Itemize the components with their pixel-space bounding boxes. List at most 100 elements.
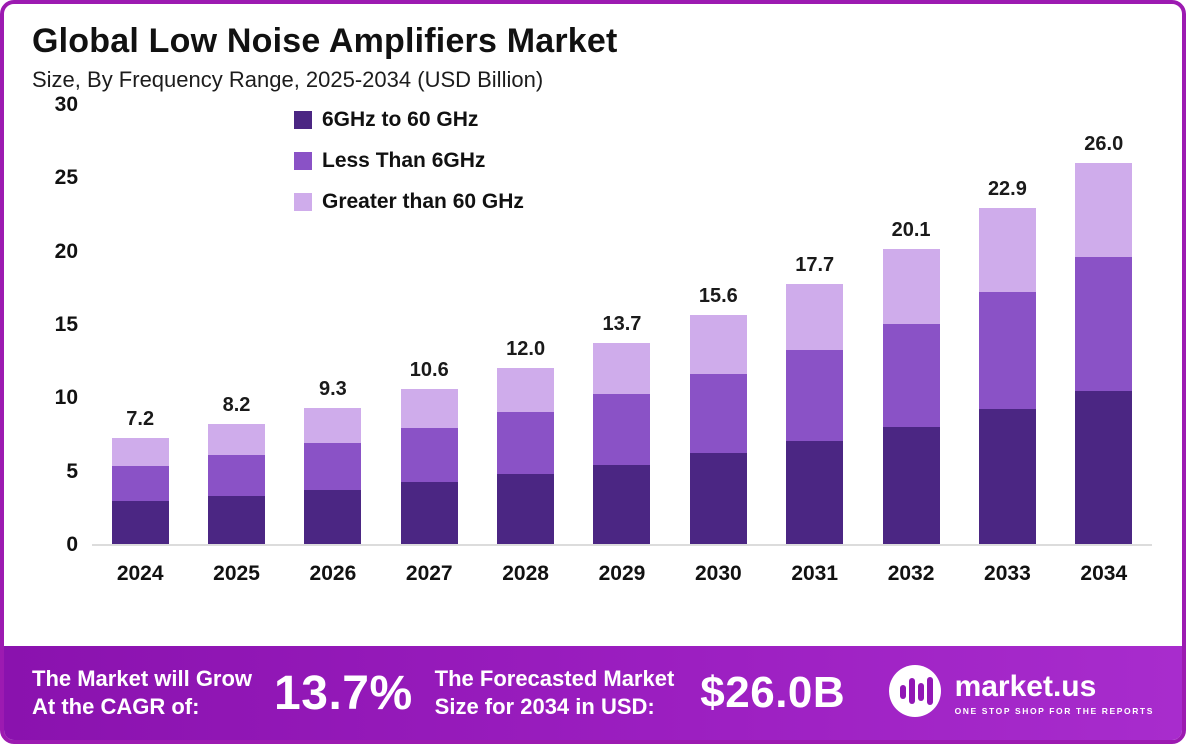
total-label-2031: 17.7 — [795, 254, 835, 277]
brand-logo[interactable]: market.us ONE STOP SHOP FOR THE REPORTS — [887, 663, 1154, 724]
segment-less-than-6ghz — [786, 350, 844, 442]
y-tick-5: 5 — [66, 459, 78, 483]
total-label-2029: 13.7 — [602, 313, 642, 336]
segment-6ghz-to-60-ghz — [593, 464, 651, 544]
segment-less-than-6ghz — [882, 324, 940, 427]
chart-title: Global Low Noise Amplifiers Market — [32, 22, 618, 60]
segment-6ghz-to-60-ghz — [400, 482, 458, 544]
brand-name: market.us — [954, 669, 1097, 703]
forecast-label: The Forecasted Market Size for 2034 in U… — [434, 666, 675, 719]
bar-2033: 22.9 2033 — [978, 178, 1036, 585]
total-label-2027: 10.6 — [409, 358, 449, 381]
y-tick-10: 10 — [54, 386, 78, 410]
legend-swatch — [294, 111, 312, 129]
segment-6ghz-to-60-ghz — [304, 489, 362, 544]
bar-2030: 15.6 2030 — [689, 285, 747, 585]
segment-less-than-6ghz — [304, 442, 362, 490]
chart-subtitle: Size, By Frequency Range, 2025-2034 (USD… — [32, 67, 544, 92]
y-tick-15: 15 — [54, 313, 78, 336]
total-label-2024: 7.2 — [126, 408, 155, 431]
segment-greater-than-60-ghz — [111, 438, 169, 467]
bar-2026: 9.3 2026 — [304, 378, 362, 585]
segment-greater-than-60-ghz — [400, 388, 458, 429]
segment-greater-than-60-ghz — [689, 315, 747, 374]
chart-header: Global Low Noise Amplifiers Market Size,… — [4, 4, 1182, 96]
x-label-2033: 2033 — [984, 562, 1031, 585]
y-tick-0: 0 — [66, 533, 78, 556]
segment-6ghz-to-60-ghz — [689, 453, 747, 544]
total-label-2034: 26.0 — [1084, 132, 1124, 155]
bar-2031: 17.7 2031 — [786, 254, 844, 585]
x-axis-baseline — [92, 544, 1152, 546]
x-label-2034: 2034 — [1080, 562, 1128, 585]
segment-greater-than-60-ghz — [304, 407, 362, 443]
forecast-value: $26.0B — [700, 668, 846, 717]
cagr-value: 13.7% — [274, 666, 413, 720]
segment-less-than-6ghz — [593, 394, 651, 465]
chart-area: 0 5 10 15 20 25 30 7.2 2024 8.2 2025 9.3 2026 10.6 20… — [22, 93, 1160, 626]
bar-2034: 26.0 2034 — [1075, 133, 1133, 585]
total-label-2025: 8.2 — [222, 393, 251, 416]
segment-less-than-6ghz — [497, 412, 555, 474]
segment-greater-than-60-ghz — [208, 423, 266, 455]
bar-2032: 20.1 2032 — [882, 219, 940, 585]
total-label-2028: 12.0 — [506, 338, 546, 361]
bar-2027: 10.6 2027 — [400, 359, 458, 585]
x-label-2024: 2024 — [116, 562, 164, 585]
brand-text: market.us ONE STOP SHOP FOR THE REPORTS — [954, 669, 1154, 716]
segment-less-than-6ghz — [689, 373, 747, 454]
bar-2024: 7.2 2024 — [111, 408, 169, 585]
legend-item-6ghz-to-60-ghz: 6GHz to 60 GHz — [294, 108, 524, 132]
x-label-2028: 2028 — [502, 562, 549, 585]
x-label-2027: 2027 — [405, 562, 453, 585]
market-us-icon — [887, 663, 943, 724]
bar-2025: 8.2 2025 — [208, 394, 266, 585]
segment-greater-than-60-ghz — [1075, 162, 1133, 257]
segment-6ghz-to-60-ghz — [786, 441, 844, 544]
segment-less-than-6ghz — [208, 454, 266, 496]
segment-less-than-6ghz — [1075, 256, 1133, 392]
y-tick-25: 25 — [54, 166, 78, 190]
total-label-2032: 20.1 — [891, 219, 931, 242]
legend-label: 6GHz to 60 GHz — [322, 108, 479, 131]
x-label-2032: 2032 — [887, 562, 935, 585]
legend: 6GHz to 60 GHz Less Than 6GHz Greater than… — [294, 108, 524, 214]
segment-greater-than-60-ghz — [593, 343, 651, 395]
segment-6ghz-to-60-ghz — [497, 473, 555, 544]
segment-greater-than-60-ghz — [882, 249, 940, 325]
segment-greater-than-60-ghz — [497, 368, 555, 413]
bars-container: 7.2 2024 8.2 2025 9.3 2026 10.6 2027 12.0 2028 13.… — [92, 104, 1152, 585]
total-label-2030: 15.6 — [698, 285, 738, 308]
y-tick-30: 30 — [54, 93, 78, 116]
footer-banner: The Market will Grow At the CAGR of: 13.… — [4, 646, 1182, 740]
segment-greater-than-60-ghz — [786, 284, 844, 351]
legend-swatch — [294, 193, 312, 211]
segment-6ghz-to-60-ghz — [1075, 391, 1133, 544]
legend-item-less-than-6ghz: Less Than 6GHz — [294, 149, 524, 173]
x-label-2031: 2031 — [791, 562, 839, 585]
segment-less-than-6ghz — [400, 428, 458, 483]
x-label-2030: 2030 — [694, 562, 742, 585]
x-label-2026: 2026 — [309, 562, 357, 585]
legend-label: Greater than 60 GHz — [322, 190, 524, 213]
total-label-2026: 9.3 — [318, 377, 347, 400]
x-label-2029: 2029 — [598, 562, 646, 585]
bar-2028: 12.0 2028 — [497, 338, 555, 585]
x-label-2025: 2025 — [213, 562, 260, 585]
legend-label: Less Than 6GHz — [322, 149, 486, 172]
bar-2029: 13.7 2029 — [593, 313, 651, 585]
segment-6ghz-to-60-ghz — [111, 501, 169, 544]
brand-tagline: ONE STOP SHOP FOR THE REPORTS — [954, 705, 1154, 716]
segment-6ghz-to-60-ghz — [208, 495, 266, 544]
segment-greater-than-60-ghz — [978, 208, 1036, 292]
segment-6ghz-to-60-ghz — [978, 409, 1036, 544]
segment-less-than-6ghz — [978, 291, 1036, 410]
segment-6ghz-to-60-ghz — [882, 426, 940, 544]
legend-swatch — [294, 152, 312, 170]
cagr-label: The Market will Grow At the CAGR of: — [32, 666, 253, 719]
segment-less-than-6ghz — [111, 466, 169, 502]
y-tick-20: 20 — [54, 239, 78, 263]
total-label-2033: 22.9 — [987, 178, 1027, 201]
legend-item-greater-than-60-ghz: Greater than 60 GHz — [294, 190, 524, 214]
